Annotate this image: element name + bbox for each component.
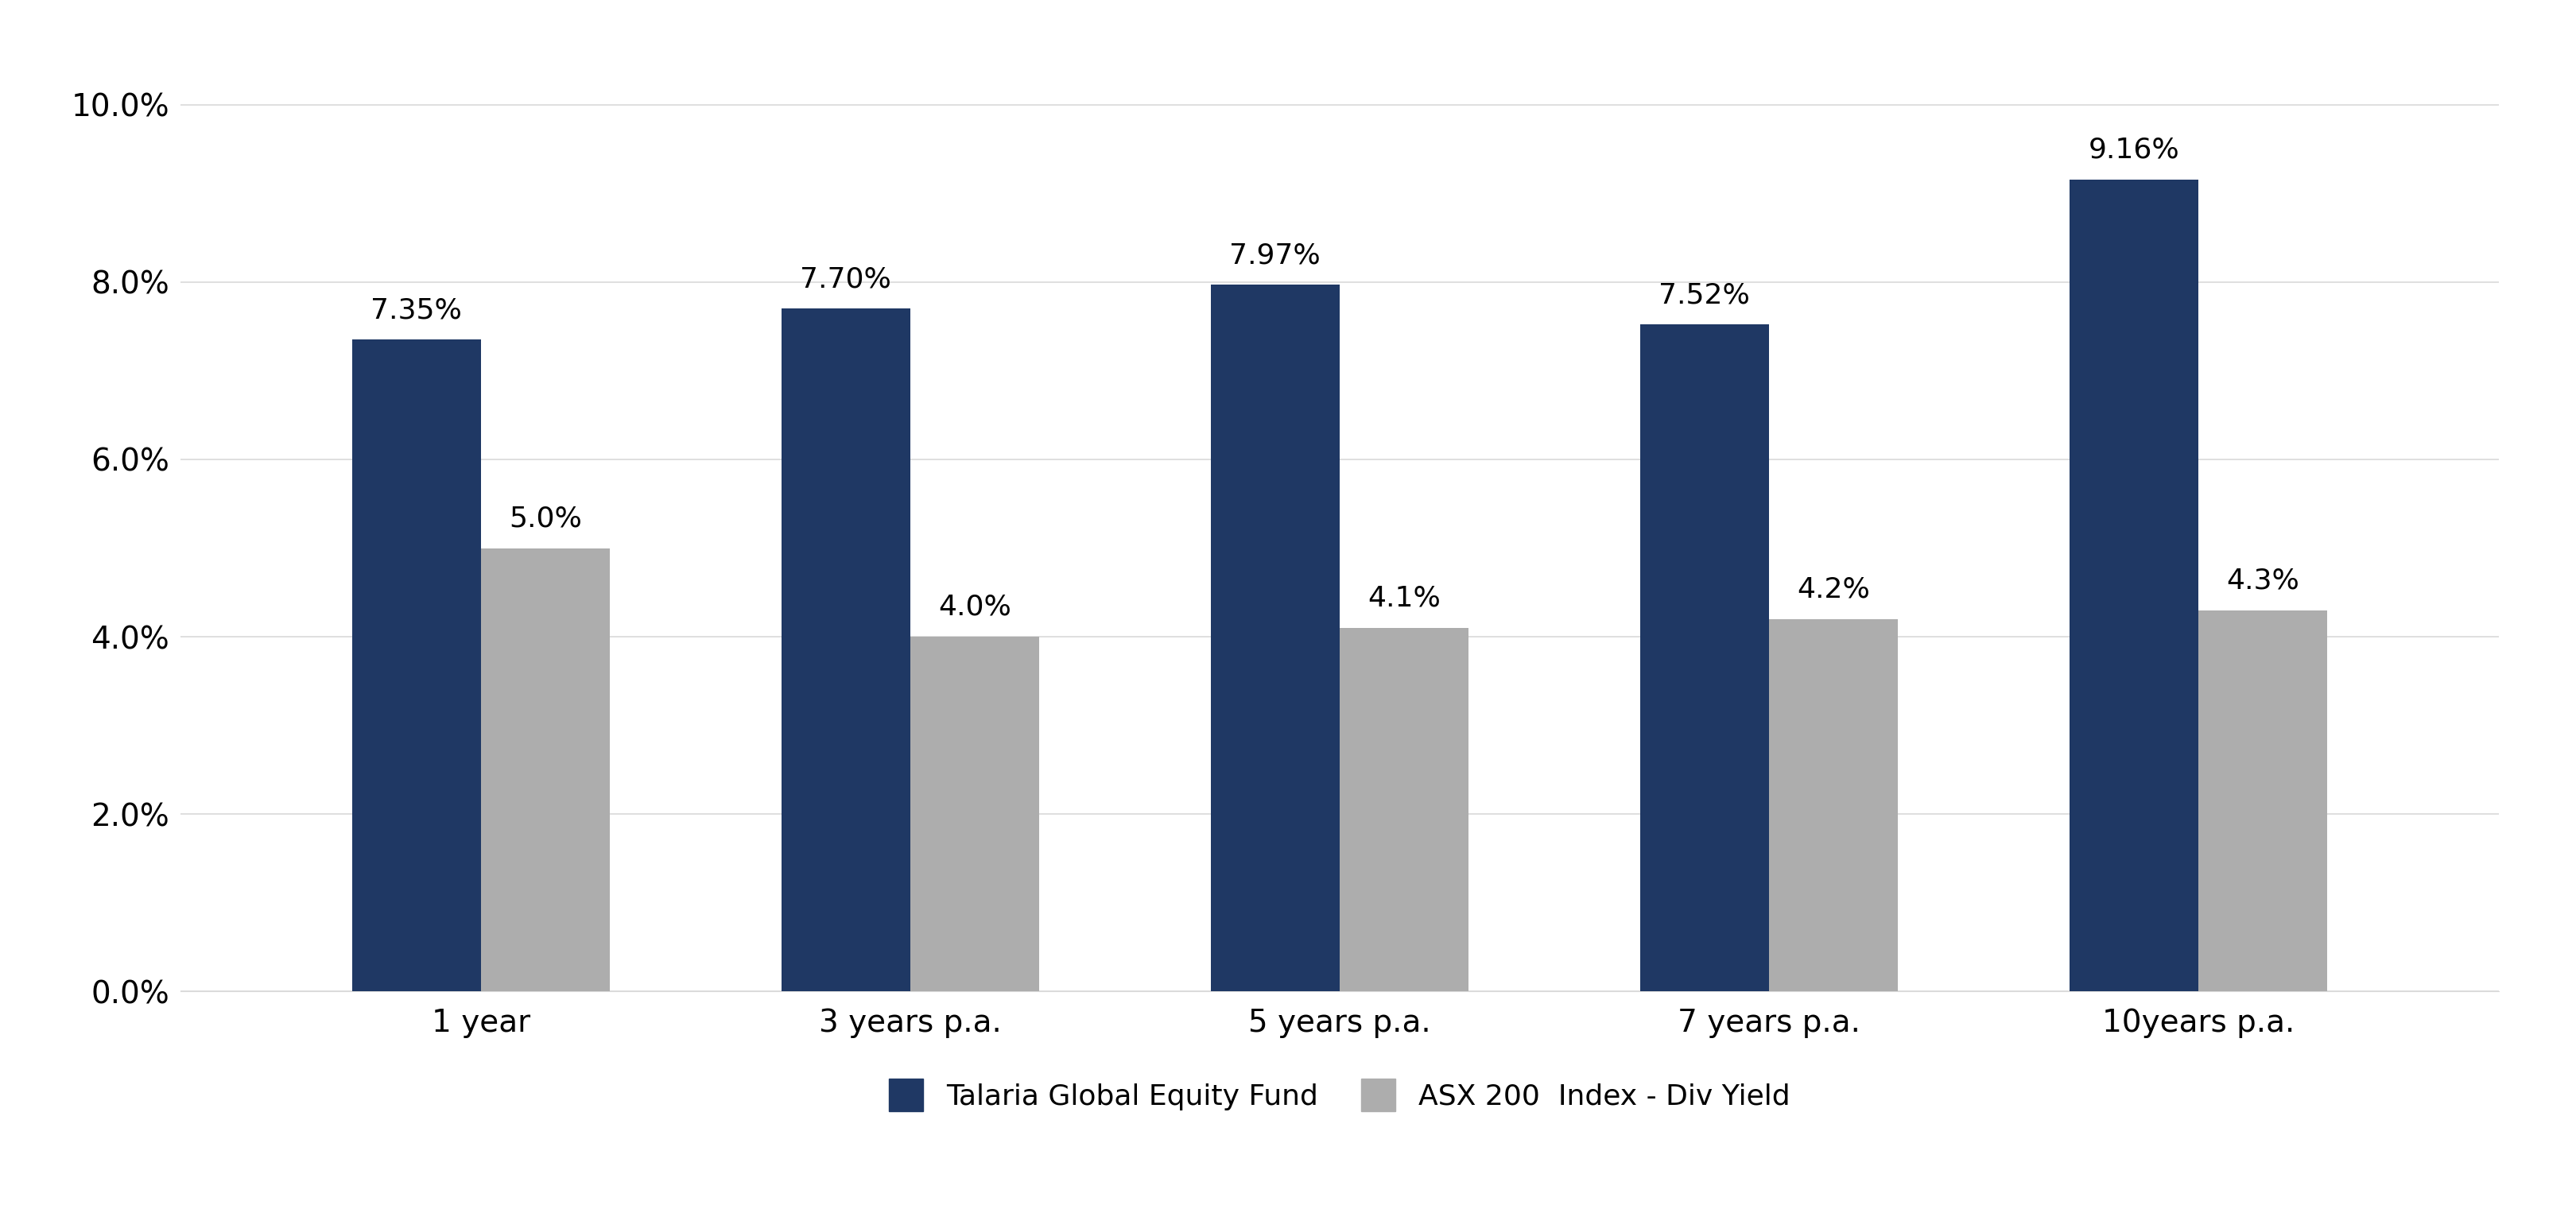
Bar [1770, 619, 1899, 991]
Text: 4.0%: 4.0% [938, 594, 1012, 620]
Text: 4.1%: 4.1% [1368, 585, 1440, 612]
Text: 7.70%: 7.70% [801, 266, 891, 293]
Bar [781, 308, 909, 991]
Text: 7.52%: 7.52% [1659, 282, 1749, 308]
Text: 7.97%: 7.97% [1229, 242, 1321, 268]
Bar [353, 340, 482, 991]
Legend: Talaria Global Equity Fund, ASX 200  Index - Div Yield: Talaria Global Equity Fund, ASX 200 Inde… [873, 1064, 1806, 1126]
Text: 7.35%: 7.35% [371, 296, 461, 324]
Bar [1340, 627, 1468, 991]
Bar [1641, 325, 1770, 991]
Bar [1211, 285, 1340, 991]
Text: 4.2%: 4.2% [1795, 575, 1870, 603]
Bar [2197, 611, 2326, 991]
Text: 4.3%: 4.3% [2226, 567, 2300, 594]
Bar [482, 548, 611, 991]
Text: 9.16%: 9.16% [2089, 137, 2179, 163]
Bar [2069, 179, 2197, 991]
Bar [909, 637, 1038, 991]
Text: 5.0%: 5.0% [507, 505, 582, 532]
